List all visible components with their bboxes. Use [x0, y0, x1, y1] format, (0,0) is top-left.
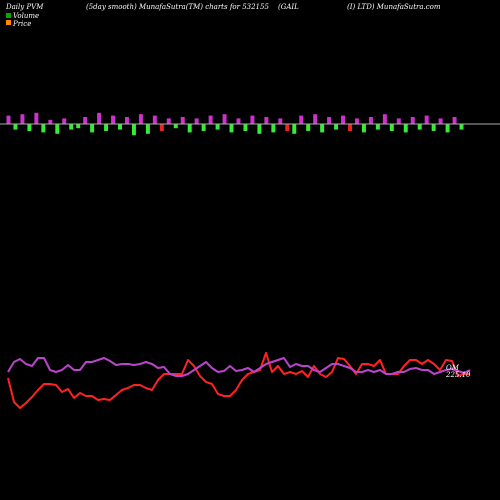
legend-volume-label: Volume [13, 12, 39, 20]
volume-bar [76, 124, 81, 129]
end-label-b: 225.10 [445, 371, 471, 379]
volume-bar [124, 117, 129, 124]
volume-bar [48, 119, 53, 124]
volume-bar [389, 124, 394, 131]
volume-bar [131, 124, 136, 136]
volume-bar [292, 124, 297, 134]
volume-bar [299, 115, 304, 124]
volume-bar [243, 124, 248, 131]
price-series-line [7, 352, 470, 409]
volume-bar [396, 118, 401, 124]
header-label-3: (GAIL [278, 3, 299, 11]
volume-bar [354, 118, 359, 124]
volume-bar [104, 124, 109, 131]
volume-bar [208, 115, 213, 124]
volume-bar [6, 115, 11, 124]
volume-bar [459, 124, 464, 130]
volume-bar [271, 124, 276, 133]
volume-bar [97, 112, 102, 124]
volume-bar [138, 114, 143, 124]
volume-bar [361, 124, 366, 133]
volume-bar [27, 124, 32, 131]
volume-bar [41, 124, 46, 133]
volume-bar [327, 117, 332, 124]
volume-bar [417, 124, 422, 130]
legend-price-label: Price [12, 20, 31, 28]
volume-bar [334, 124, 339, 130]
end-label-a: OM [446, 364, 460, 372]
price-series-line [7, 357, 471, 377]
volume-bar [159, 124, 164, 131]
volume-bar [201, 124, 206, 131]
legend-price-swatch [6, 20, 11, 25]
volume-bar [348, 124, 352, 131]
volume-bar [410, 117, 415, 124]
volume-bar [152, 115, 157, 124]
legend-volume-swatch [6, 13, 11, 18]
volume-bar [438, 118, 443, 124]
volume-bar [341, 115, 346, 124]
volume-bars [6, 112, 464, 136]
volume-bar [145, 124, 150, 134]
header-label-1: Daily PVM [5, 3, 44, 11]
volume-bar [118, 124, 122, 130]
volume-bar [83, 117, 88, 124]
volume-bar [236, 118, 241, 124]
volume-bar [20, 114, 25, 124]
volume-bar [229, 124, 234, 133]
volume-bar [34, 112, 39, 124]
volume-bar [166, 118, 171, 124]
volume-bar [320, 124, 325, 133]
header-label-4: (I) LTD) MunafaSutra.com [347, 3, 441, 11]
volume-bar [424, 115, 429, 124]
volume-bar [69, 124, 74, 130]
volume-bar [111, 115, 116, 124]
volume-bar [257, 124, 262, 134]
volume-bar [313, 114, 318, 124]
volume-bar [90, 124, 95, 133]
volume-bar [62, 118, 67, 124]
volume-bar [222, 114, 227, 124]
volume-bar [55, 124, 60, 134]
volume-bar [382, 114, 387, 124]
volume-bar [452, 117, 457, 124]
volume-bar [194, 118, 199, 124]
volume-bar [403, 124, 408, 133]
volume-bar [173, 124, 178, 129]
volume-bar [187, 124, 192, 133]
volume-bar [278, 118, 283, 124]
volume-bar [13, 124, 18, 130]
volume-bar [431, 124, 436, 131]
volume-bar [215, 124, 220, 130]
volume-bar [285, 124, 290, 131]
volume-bar [250, 115, 255, 124]
volume-bar [306, 124, 311, 131]
volume-bar [264, 117, 269, 124]
volume-bar [375, 124, 380, 130]
price-lines [7, 352, 471, 409]
volume-bar [445, 124, 450, 133]
header-label-2: (5day smooth) MunafaSutra(TM) charts for… [86, 3, 269, 11]
volume-bar [180, 117, 185, 124]
volume-bar [368, 117, 373, 124]
